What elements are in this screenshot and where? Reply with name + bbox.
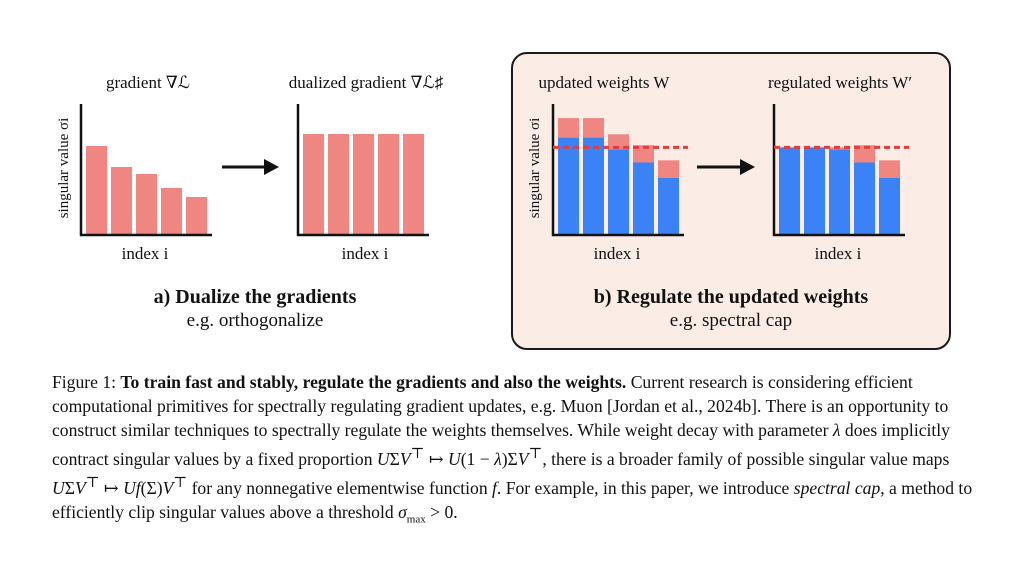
panel-b-xlabel-left: index i [594, 244, 641, 263]
chart-b-right [779, 145, 900, 234]
bar-weight-1 [558, 137, 579, 234]
panel-a-right-title: dualized gradient ∇ℒ♯ [289, 73, 444, 92]
axis-a-right [296, 104, 429, 237]
chart-a-left [86, 146, 207, 234]
bar-weight-2 [804, 147, 825, 234]
arrow-icon-b [697, 159, 755, 175]
bar-weight-3 [608, 149, 629, 234]
bar-4 [378, 134, 399, 234]
panel-a-xlabel-right: index i [342, 244, 389, 263]
bar-weight-5 [658, 177, 679, 234]
bar-update-4 [633, 145, 654, 163]
bar-update-2 [583, 118, 604, 138]
bar-3 [136, 174, 157, 234]
bar-weight-1 [779, 147, 800, 234]
bar-weight-4 [854, 162, 875, 234]
chart-a-right [303, 134, 424, 234]
panel-a-heading: a) Dualize the gradients [154, 286, 357, 308]
bar-2 [111, 167, 132, 234]
bar-weight-5 [879, 177, 900, 234]
axis-a-left [79, 104, 212, 237]
bar-weight-3 [829, 149, 850, 234]
panel-a-xlabel-left: index i [122, 244, 169, 263]
bar-5 [403, 134, 424, 234]
bar-2 [328, 134, 349, 234]
panel-b-xlabel-right: index i [815, 244, 862, 263]
panel-a-left-title: gradient ∇ℒ [106, 73, 190, 92]
bar-update-5 [879, 160, 900, 178]
panel-b-left-title: updated weights W [539, 73, 671, 92]
bar-1 [303, 134, 324, 234]
bar-update-3 [608, 134, 629, 150]
bar-weight-2 [583, 137, 604, 234]
bar-4 [161, 188, 182, 234]
chart-b-left [558, 118, 679, 234]
arrow-icon-a [222, 159, 279, 175]
bar-update-4 [854, 145, 875, 163]
bar-update-5 [658, 160, 679, 178]
bar-weight-4 [633, 162, 654, 234]
panel-a-ylabel: singular value σi [56, 118, 72, 219]
panel-b-right-title: regulated weights W′ [768, 73, 912, 92]
figure-1: gradient ∇ℒ dualized gradient ∇ℒ♯ singul… [56, 73, 912, 331]
bar-update-1 [558, 118, 579, 138]
panel-b-heading: b) Regulate the updated weights [594, 286, 869, 308]
bar-1 [86, 146, 107, 234]
figure-caption: Figure 1: To train fast and stably, regu… [52, 372, 973, 526]
panel-b-subheading: e.g. spectral cap [670, 310, 792, 331]
panel-a-subheading: e.g. orthogonalize [187, 310, 324, 331]
bar-5 [186, 197, 207, 234]
bar-3 [353, 134, 374, 234]
panel-b-ylabel: singular value σi [527, 118, 543, 219]
